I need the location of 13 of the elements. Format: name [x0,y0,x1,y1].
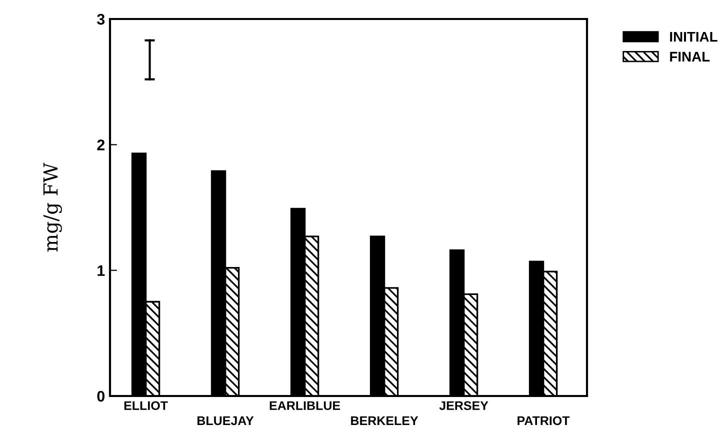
legend-label: FINAL [670,52,710,62]
x-tick-label: EARLIBLUE [270,401,340,410]
y-tick-label: 0 [97,390,105,402]
legend-label: INITIAL [670,32,718,42]
x-tick-label: JERSEY [439,401,488,410]
x-tick-label: BLUEJAY [198,416,254,426]
x-tick-label: BERKELEY [351,416,418,425]
x-tick-label: PATRIOT [518,416,570,426]
y-tick-label: 2 [97,140,105,150]
y-tick-label: 3 [96,14,105,25]
y-tick-label: 1 [98,265,105,276]
x-tick-label: ELLIOT [124,401,168,410]
y-axis-title: mg/g FW [43,162,62,252]
